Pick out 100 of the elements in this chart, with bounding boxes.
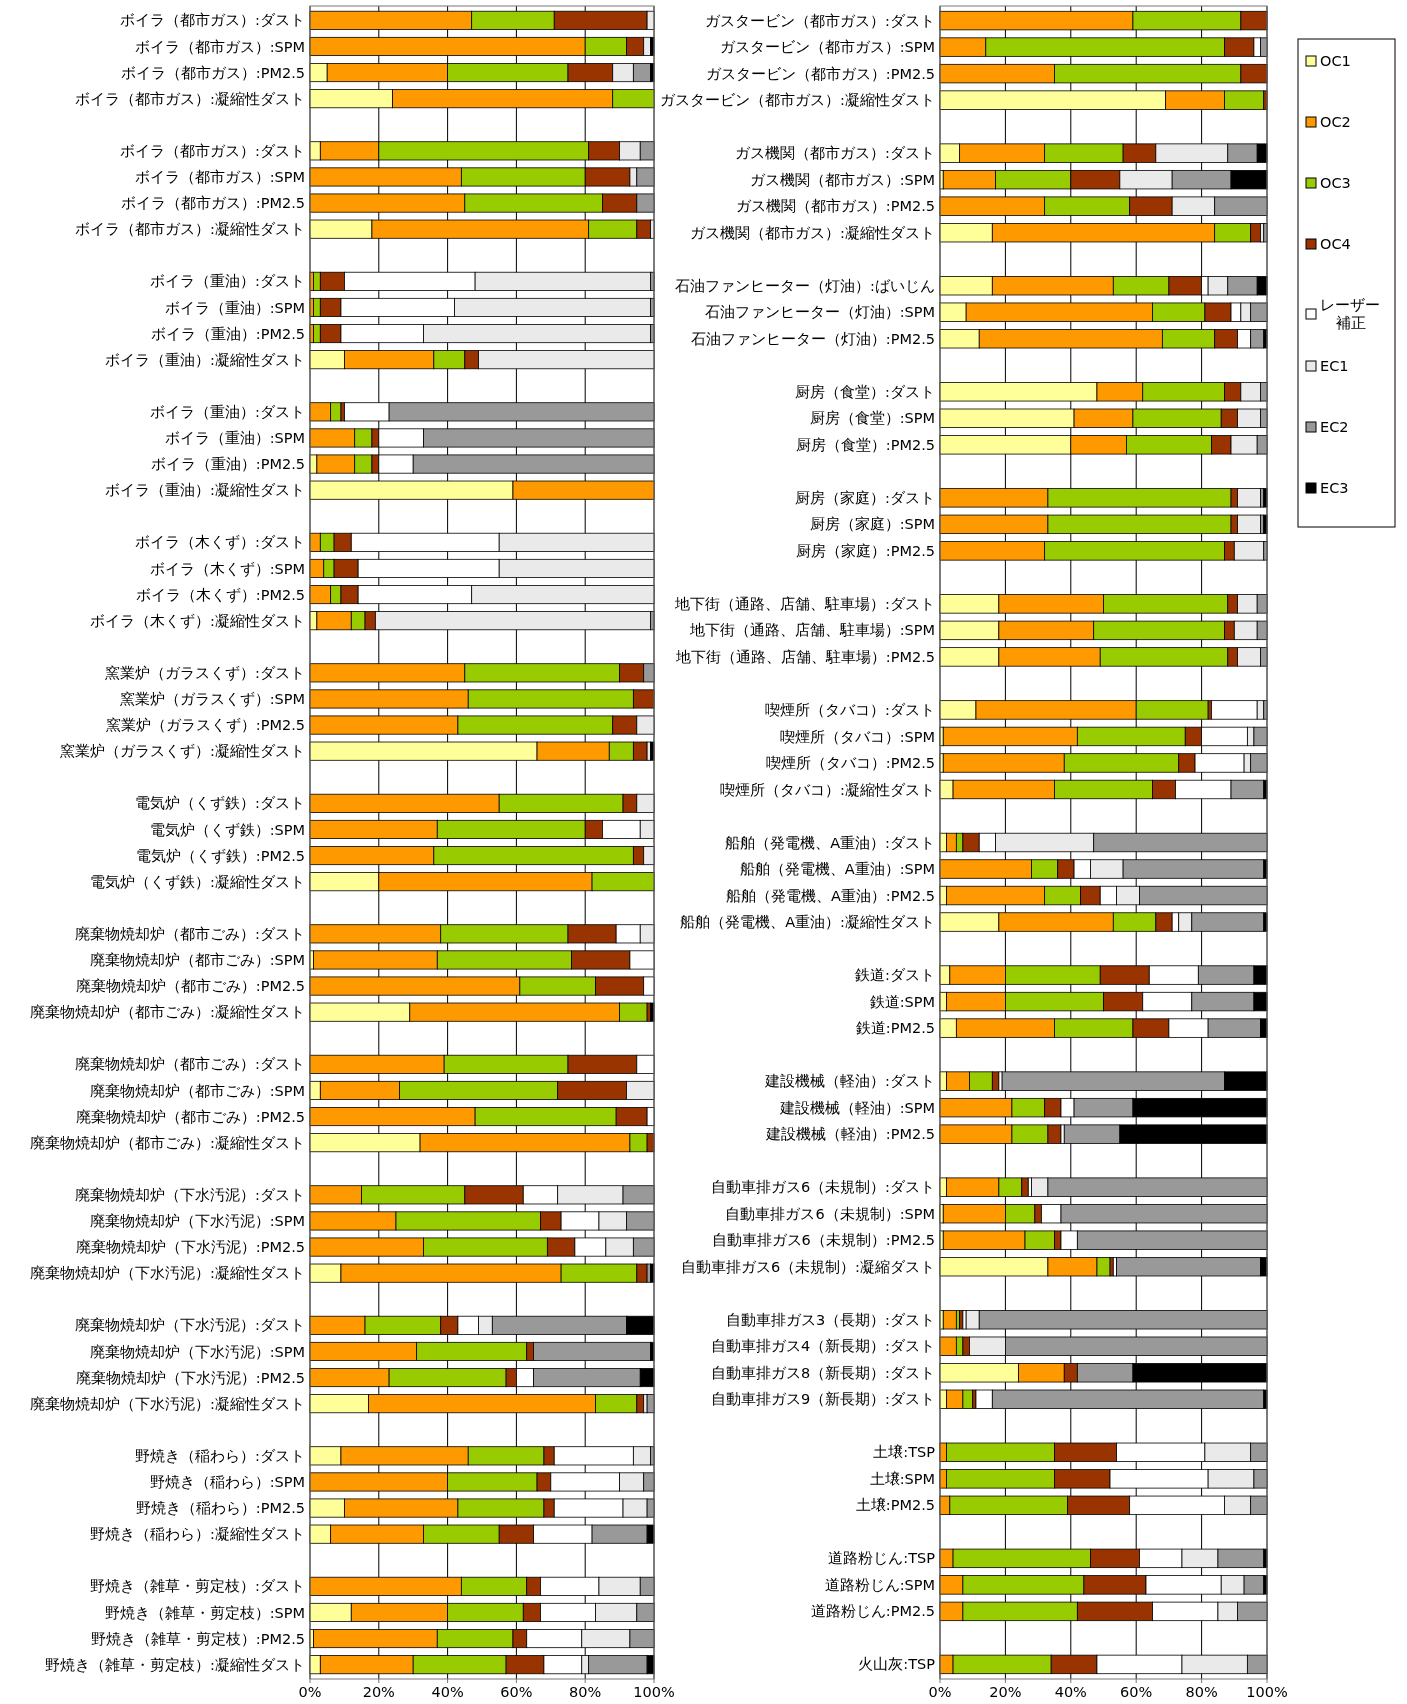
x-tick-label: 0%	[298, 1684, 322, 1700]
y-tick-label: 厨房（食堂）:ダスト	[795, 383, 935, 400]
y-tick-label: 船舶（発電機、A重油）:PM2.5	[725, 887, 935, 904]
y-tick-label: ボイラ（都市ガス）:ダスト	[120, 12, 305, 29]
y-tick-label: 廃棄物焼却炉（下水汚泥）:PM2.5	[75, 1369, 305, 1386]
y-tick-label: 電気炉（くず鉄）:PM2.5	[135, 847, 305, 865]
y-tick-label: 喫煙所（タバコ）:PM2.5	[765, 755, 935, 772]
y-tick-label: 船舶（発電機、A重油）:凝縮性ダスト	[680, 914, 935, 931]
y-tick-label: 石油ファンヒーター（灯油）:SPM	[704, 304, 935, 321]
y-tick-label: 電気炉（くず鉄）:ダスト	[135, 795, 305, 813]
y-tick-label: ボイラ（木くず）:PM2.5	[135, 586, 305, 604]
y-tick-label: 窯業炉（ガラスくず）:PM2.5	[105, 717, 305, 735]
y-tick-label: 廃棄物焼却炉（下水汚泥）:凝縮性ダスト	[30, 1265, 305, 1282]
y-tick-label: ボイラ（木くず）:ダスト	[135, 534, 305, 552]
x-tick-label: 100%	[633, 1684, 675, 1700]
y-tick-label: 地下街（通路、店舗、駐車場）:PM2.5	[674, 648, 935, 665]
y-tick-label: 自動車排ガス3（長期）:ダスト	[725, 1311, 935, 1328]
y-tick-label: 鉄道:ダスト	[855, 967, 935, 984]
y-tick-label: 廃棄物焼却炉（下水汚泥）:ダスト	[75, 1317, 305, 1334]
y-tick-label: 廃棄物焼却炉（下水汚泥）:ダスト	[75, 1186, 305, 1203]
y-tick-label: 電気炉（くず鉄）:凝縮性ダスト	[90, 873, 305, 891]
y-tick-label: ガスタービン（都市ガス）:SPM	[719, 39, 935, 56]
y-tick-label: ボイラ（木くず）:SPM	[149, 560, 305, 578]
y-tick-label: ボイラ（重油）:PM2.5	[150, 325, 305, 342]
y-tick-label: 窯業炉（ガラスくず）:凝縮性ダスト	[60, 743, 305, 761]
y-tick-label: 廃棄物焼却炉（都市ごみ）:ダスト	[75, 1056, 305, 1073]
y-tick-label: 野焼き（雑草・剪定枝）:PM2.5	[90, 1630, 305, 1647]
y-tick-label: ガス機関（都市ガス）:凝縮性ダスト	[690, 224, 935, 241]
x-tick-label: 40%	[431, 1684, 464, 1700]
y-tick-label: 厨房（食堂）:PM2.5	[795, 436, 935, 453]
x-tick-label: 0%	[928, 1684, 952, 1700]
y-tick-label: 自動車排ガス9（新長期）:ダスト	[710, 1391, 935, 1408]
y-tick-label: 鉄道:PM2.5	[855, 1020, 935, 1037]
y-tick-label: 野焼き（稲わら）:PM2.5	[135, 1500, 305, 1517]
y-tick-label: ガスタービン（都市ガス）:凝縮性ダスト	[660, 92, 935, 109]
y-tick-label: ボイラ（重油）:ダスト	[150, 273, 305, 290]
y-tick-label: 喫煙所（タバコ）:凝縮性ダスト	[720, 781, 935, 798]
y-tick-label: 喫煙所（タバコ）:ダスト	[765, 702, 935, 719]
y-tick-label: 野焼き（雑草・剪定枝）:ダスト	[90, 1578, 305, 1595]
y-tick-label: 廃棄物焼却炉（都市ごみ）:凝縮性ダスト	[30, 1004, 305, 1021]
y-tick-label: 火山灰:TSP	[858, 1656, 936, 1673]
x-tick-label: 60%	[1120, 1684, 1153, 1700]
y-tick-label: ボイラ（都市ガス）:SPM	[134, 38, 305, 55]
y-tick-label: 廃棄物焼却炉（下水汚泥）:PM2.5	[75, 1239, 305, 1256]
y-tick-label: 船舶（発電機、A重油）:SPM	[739, 861, 935, 878]
y-tick-label: 自動車排ガス8（新長期）:ダスト	[710, 1364, 935, 1381]
y-tick-label: 野焼き（稲わら）:ダスト	[135, 1447, 305, 1464]
y-tick-label: 窯業炉（ガラスくず）:SPM	[119, 691, 305, 709]
x-tick-label: 40%	[1054, 1684, 1087, 1700]
y-tick-label: 石油ファンヒーター（灯油）:PM2.5	[690, 330, 935, 347]
y-tick-label: ガス機関（都市ガス）:SPM	[749, 171, 935, 188]
y-tick-label: 土壌:TSP	[873, 1444, 936, 1461]
y-tick-label: 廃棄物焼却炉（都市ごみ）:凝縮性ダスト	[30, 1134, 305, 1151]
legend-label: OC3	[1320, 175, 1351, 192]
y-tick-label: 廃棄物焼却炉（都市ごみ）:SPM	[89, 1082, 305, 1099]
x-tick-label: 20%	[989, 1684, 1022, 1700]
y-tick-label: 廃棄物焼却炉（下水汚泥）:SPM	[89, 1213, 305, 1230]
y-tick-label: 廃棄物焼却炉（都市ごみ）:PM2.5	[75, 978, 305, 995]
x-tick-label: 100%	[1246, 1684, 1288, 1700]
legend-label: OC1	[1320, 53, 1351, 70]
y-tick-label: ボイラ（都市ガス）:PM2.5	[120, 64, 305, 81]
y-tick-label: 自動車排ガス4（新長期）:ダスト	[710, 1338, 935, 1355]
y-tick-label: 自動車排ガス6（未規制）:凝縮ダスト	[680, 1258, 935, 1275]
y-tick-label: 地下街（通路、店舗、駐車場）:SPM	[688, 622, 935, 639]
y-tick-label: 窯業炉（ガラスくず）:ダスト	[105, 664, 305, 682]
y-tick-label: ボイラ（重油）:凝縮性ダスト	[105, 482, 305, 499]
y-tick-label: 自動車排ガス6（未規制）:PM2.5	[711, 1232, 935, 1249]
y-tick-label: 道路粉じん:PM2.5	[810, 1603, 935, 1620]
legend-label: OC4	[1320, 236, 1351, 253]
y-tick-label: ボイラ（都市ガス）:凝縮性ダスト	[75, 221, 305, 238]
y-tick-label: 道路粉じん:SPM	[824, 1576, 935, 1593]
y-tick-label: 廃棄物焼却炉（都市ごみ）:SPM	[89, 952, 305, 969]
y-tick-label: ボイラ（重油）:SPM	[164, 430, 305, 447]
y-tick-label: ガスタービン（都市ガス）:ダスト	[705, 12, 935, 29]
y-tick-label: 道路粉じん:TSP	[828, 1550, 936, 1567]
y-tick-label: ボイラ（都市ガス）:SPM	[134, 169, 305, 186]
y-tick-label: 自動車排ガス6（未規制）:ダスト	[710, 1179, 935, 1196]
y-tick-label: ボイラ（都市ガス）:ダスト	[120, 142, 305, 159]
legend-label: レーザー補正	[1320, 297, 1380, 332]
y-tick-label: 廃棄物焼却炉（下水汚泥）:SPM	[89, 1343, 305, 1360]
y-tick-label: 野焼き（稲わら）:SPM	[149, 1474, 305, 1491]
y-tick-label: 厨房（家庭）:PM2.5	[795, 542, 935, 559]
x-tick-label: 80%	[569, 1684, 602, 1700]
y-tick-label: 厨房（家庭）:ダスト	[795, 489, 935, 506]
y-tick-label: 石油ファンヒーター（灯油）:ばいじん	[675, 277, 935, 294]
y-tick-label: 建設機械（軽油）:PM2.5	[764, 1126, 935, 1143]
y-tick-label: ボイラ（重油）:凝縮性ダスト	[105, 351, 305, 368]
y-tick-label: 厨房（家庭）:SPM	[809, 516, 935, 533]
y-tick-label: 建設機械（軽油）:ダスト	[764, 1073, 935, 1090]
y-tick-label: 地下街（通路、店舗、駐車場）:ダスト	[674, 595, 935, 612]
y-tick-label: 自動車排ガス6（未規制）:SPM	[725, 1205, 935, 1222]
y-tick-label: ボイラ（都市ガス）:PM2.5	[120, 195, 305, 212]
y-tick-label: 廃棄物焼却炉（都市ごみ）:ダスト	[75, 925, 305, 942]
y-tick-label: ボイラ（重油）:SPM	[164, 299, 305, 316]
y-tick-label: 野焼き（雑草・剪定枝）:凝縮性ダスト	[45, 1656, 305, 1673]
legend-label: EC3	[1320, 480, 1349, 497]
y-tick-label: ボイラ（重油）:ダスト	[150, 403, 305, 420]
legend-label: OC2	[1320, 114, 1351, 131]
y-tick-label: 喫煙所（タバコ）:SPM	[779, 728, 935, 745]
x-tick-label: 60%	[500, 1684, 533, 1700]
